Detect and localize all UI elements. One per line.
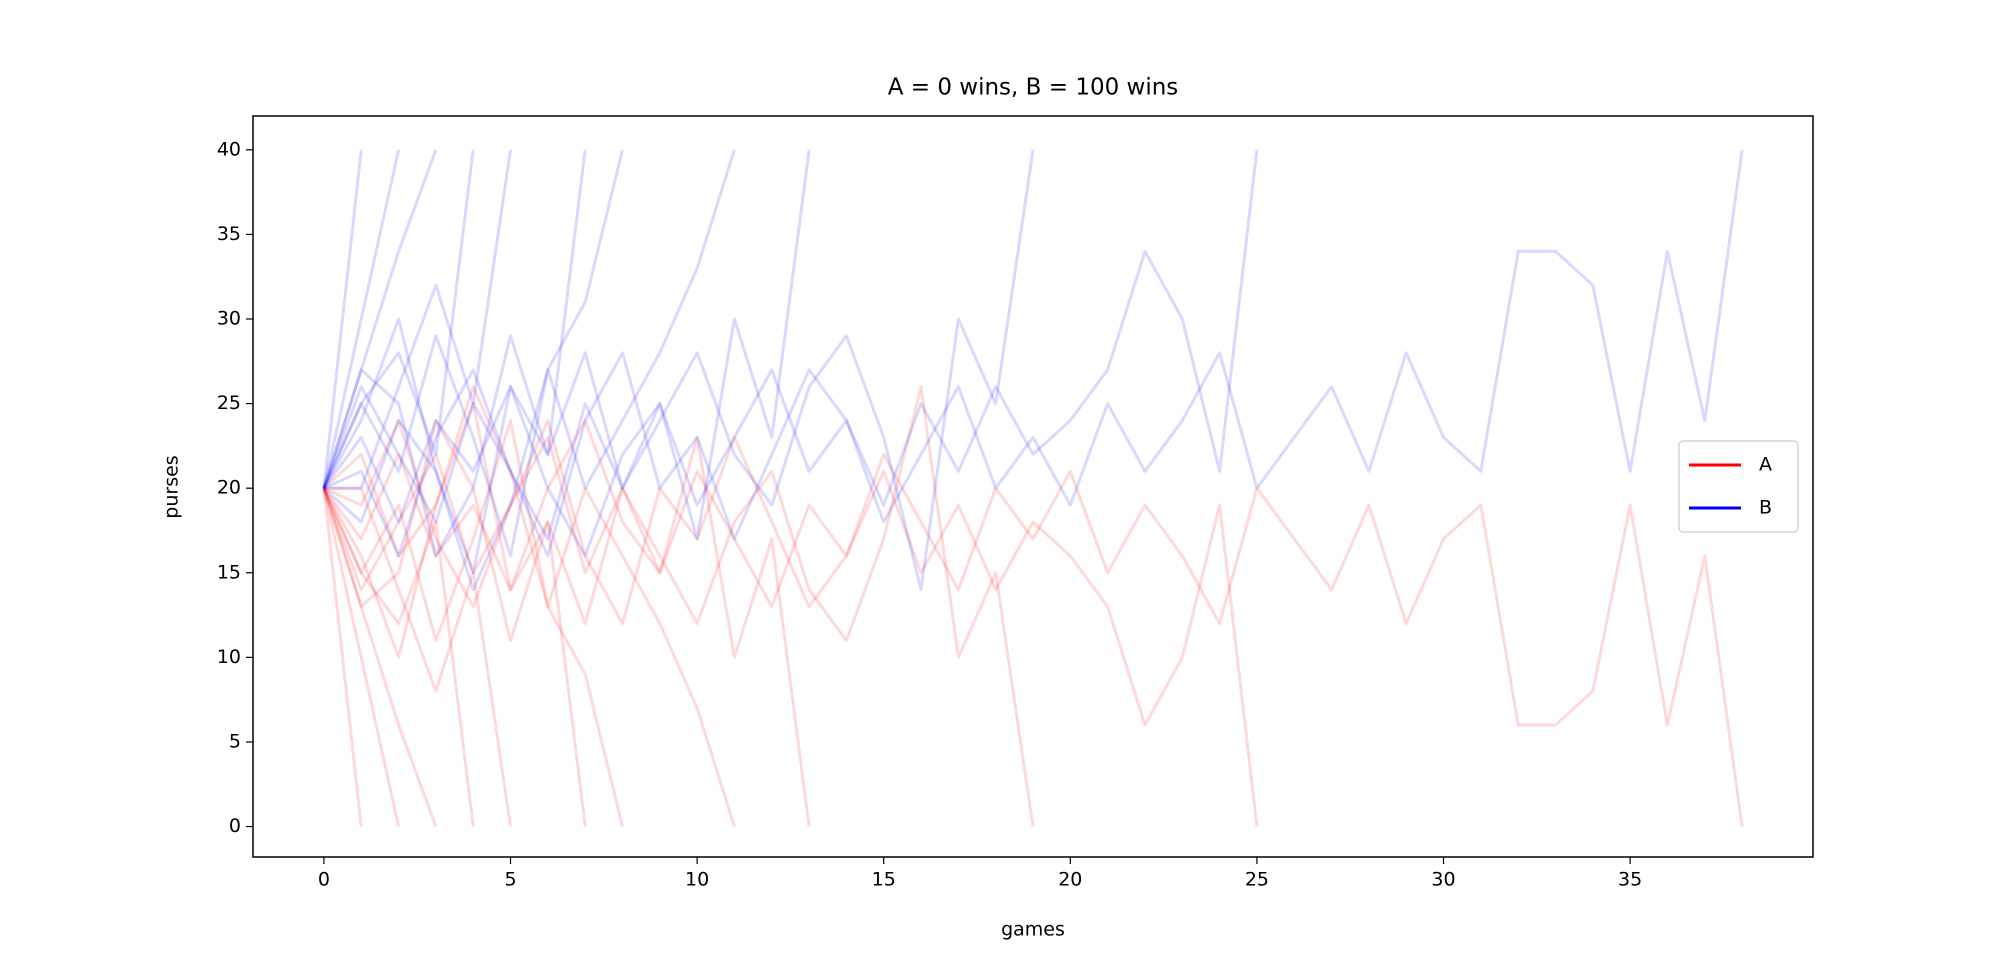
run-line (323, 385, 1035, 827)
run-line (322, 149, 624, 592)
run-line (322, 149, 736, 558)
x-tick-label: 5 (504, 869, 516, 891)
run-line (322, 419, 736, 827)
run-line (322, 385, 624, 827)
run-line (322, 149, 1744, 558)
y-axis-label: purses (161, 455, 183, 518)
run-line (322, 488, 363, 827)
x-tick-label: 0 (318, 869, 330, 891)
y-tick-label: 30 (217, 308, 241, 330)
run-line (322, 149, 401, 489)
run-line (322, 149, 475, 489)
run-line (323, 486, 512, 827)
run-line (322, 487, 401, 827)
y-tick-label: 10 (217, 646, 241, 668)
y-tick-label: 40 (217, 138, 241, 160)
run-line (322, 402, 811, 827)
legend-label: B (1759, 497, 1772, 519)
x-tick-label: 20 (1058, 869, 1082, 891)
y-tick-label: 15 (217, 561, 241, 583)
run-line (322, 487, 475, 827)
run-line (323, 149, 1035, 592)
y-tick-label: 20 (217, 477, 241, 499)
run-line (322, 487, 438, 828)
run-line (322, 149, 1259, 558)
legend-label: A (1759, 454, 1772, 476)
y-tick-label: 35 (217, 223, 241, 245)
run-line (322, 419, 1744, 827)
chart-title: A = 0 wins, B = 100 wins (888, 75, 1179, 101)
run-line (322, 419, 1259, 827)
y-tick-label: 5 (229, 730, 241, 752)
x-tick-label: 15 (872, 869, 896, 891)
run-line (322, 419, 587, 827)
plot-lines (322, 149, 1744, 828)
run-line (322, 149, 811, 575)
run-line (323, 149, 512, 490)
x-axis-label: games (1001, 919, 1065, 941)
run-line (322, 149, 587, 558)
x-tick-label: 25 (1245, 869, 1269, 891)
run-line (322, 149, 438, 489)
run-line (322, 149, 363, 489)
x-tick-label: 35 (1618, 869, 1642, 891)
x-tick-label: 10 (685, 869, 709, 891)
y-tick-label: 0 (229, 815, 241, 837)
y-tick-label: 25 (217, 392, 241, 414)
x-tick-label: 30 (1431, 869, 1455, 891)
legend-box (1678, 440, 1799, 533)
plot-frame (252, 115, 1814, 858)
